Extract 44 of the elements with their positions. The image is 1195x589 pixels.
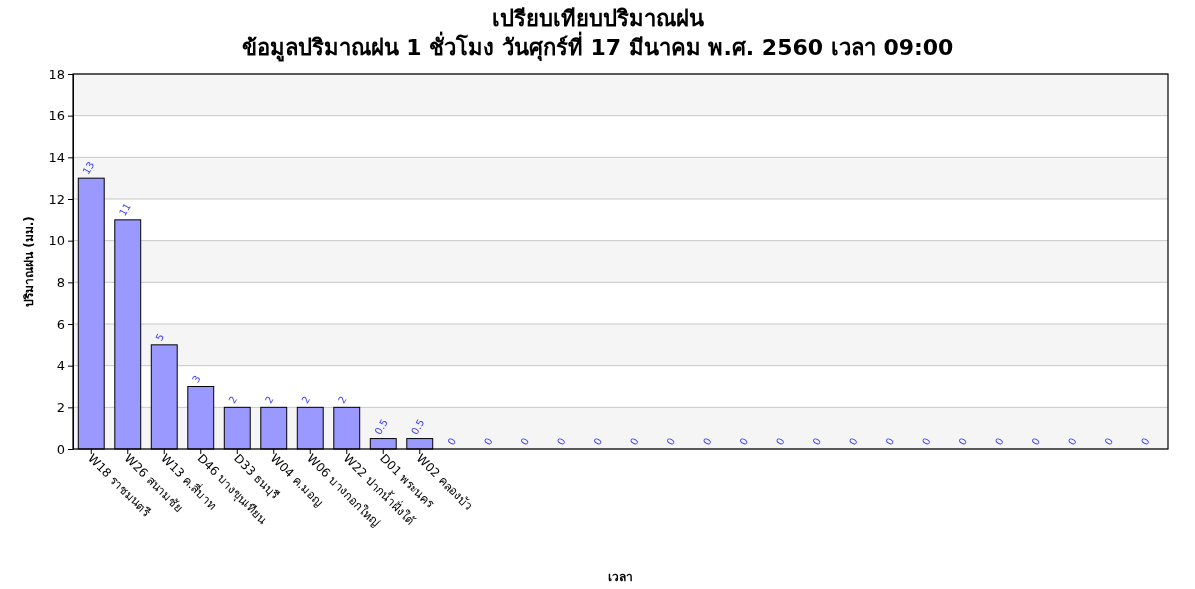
data-label: 0	[518, 435, 532, 447]
y-tick-label: 18	[48, 66, 65, 82]
data-label: 0	[554, 435, 568, 447]
data-label: 0	[992, 435, 1006, 447]
data-label: 13	[80, 159, 97, 177]
data-label: 0	[1102, 435, 1116, 447]
data-label: 0	[481, 435, 495, 447]
y-tick-label: 12	[48, 191, 65, 207]
y-tick-label: 0	[56, 441, 65, 457]
data-label: 0	[883, 435, 897, 447]
data-label: 0	[664, 435, 678, 447]
data-label: 0	[1138, 435, 1152, 447]
y-tick-label: 2	[56, 399, 65, 415]
data-label: 0	[773, 435, 787, 447]
chart-subtitle: ข้อมูลปริมาณฝน 1 ชั่วโมง วันศุกร์ที่ 17 มีนาคม พ.ศ. 2560 เวลา 09:00	[241, 31, 954, 62]
y-tick-label: 14	[48, 149, 65, 165]
y-axis-title: ปริมาณฝน (มม.)	[22, 216, 36, 307]
data-label: 5	[153, 331, 167, 343]
data-label: 0	[445, 435, 459, 447]
data-label: 11	[116, 201, 133, 218]
data-label: 0	[627, 435, 641, 447]
data-label: 0	[737, 435, 751, 447]
data-label: 0.5	[372, 417, 390, 437]
data-label: 0	[956, 435, 970, 447]
data-label: 2	[262, 394, 276, 406]
y-tick-label: 4	[56, 358, 65, 374]
data-label: 0.5	[408, 417, 427, 437]
x-axis-title: เวลา	[608, 570, 633, 584]
chart-title: เปรียบเทียบปริมาณฝน	[491, 6, 704, 31]
data-label: 0	[700, 435, 714, 447]
data-label: 0	[591, 435, 605, 447]
data-label: 0	[1065, 435, 1079, 447]
data-label: 0	[846, 435, 860, 447]
y-tick-label: 8	[56, 274, 65, 290]
data-label: 3	[189, 373, 203, 385]
data-label: 2	[335, 394, 349, 406]
data-label: 2	[299, 394, 313, 406]
data-label: 0	[810, 435, 824, 447]
y-tick-label: 6	[56, 316, 65, 332]
y-tick-label: 16	[48, 108, 65, 124]
data-label: 0	[919, 435, 933, 447]
data-label: 2	[226, 394, 240, 406]
y-tick-label: 10	[48, 233, 65, 249]
data-label: 0	[1029, 435, 1043, 447]
